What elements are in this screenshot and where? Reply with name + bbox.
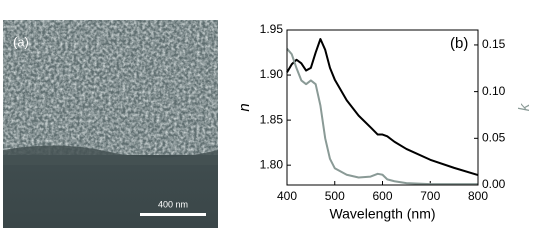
x-tick-label: 700 — [420, 189, 440, 203]
y2-tick-label: 0.00 — [482, 177, 506, 191]
series-line — [286, 48, 478, 186]
y2-tick-label: 0.10 — [482, 84, 506, 98]
y2-axis-label: k — [516, 102, 533, 111]
chart: 400 500 600 700 800 1.80 1.85 1.90 1.95 0.00 0.05 0… — [236, 22, 533, 222]
plot-frame — [286, 29, 479, 186]
y-axis-label: n — [236, 103, 253, 111]
series-line — [286, 38, 479, 177]
y-tick-label: 1.95 — [260, 22, 284, 36]
x-tick-label: 500 — [325, 189, 345, 203]
y-tick-label: 1.90 — [260, 67, 284, 81]
x-tick-label: 800 — [468, 189, 488, 203]
scale-bar-label: 400 nm — [158, 199, 188, 209]
panel-label: (a) — [13, 34, 29, 49]
figure: (a) 400 nm 400 500 600 700 800 1.80 1.85 1.90 1.… — [3, 20, 533, 228]
y-tick-label: 1.80 — [260, 157, 284, 171]
x-tick-label: 600 — [372, 189, 392, 203]
y-tick-label: 1.85 — [260, 112, 284, 126]
sem-image — [3, 20, 218, 228]
annotation: (b) — [450, 35, 468, 52]
y2-tick-label: 0.15 — [482, 37, 506, 51]
x-axis-label: Wavelength (nm) — [329, 206, 435, 222]
x-tick-label: 400 — [277, 189, 297, 203]
y2-tick-label: 0.05 — [482, 130, 506, 144]
